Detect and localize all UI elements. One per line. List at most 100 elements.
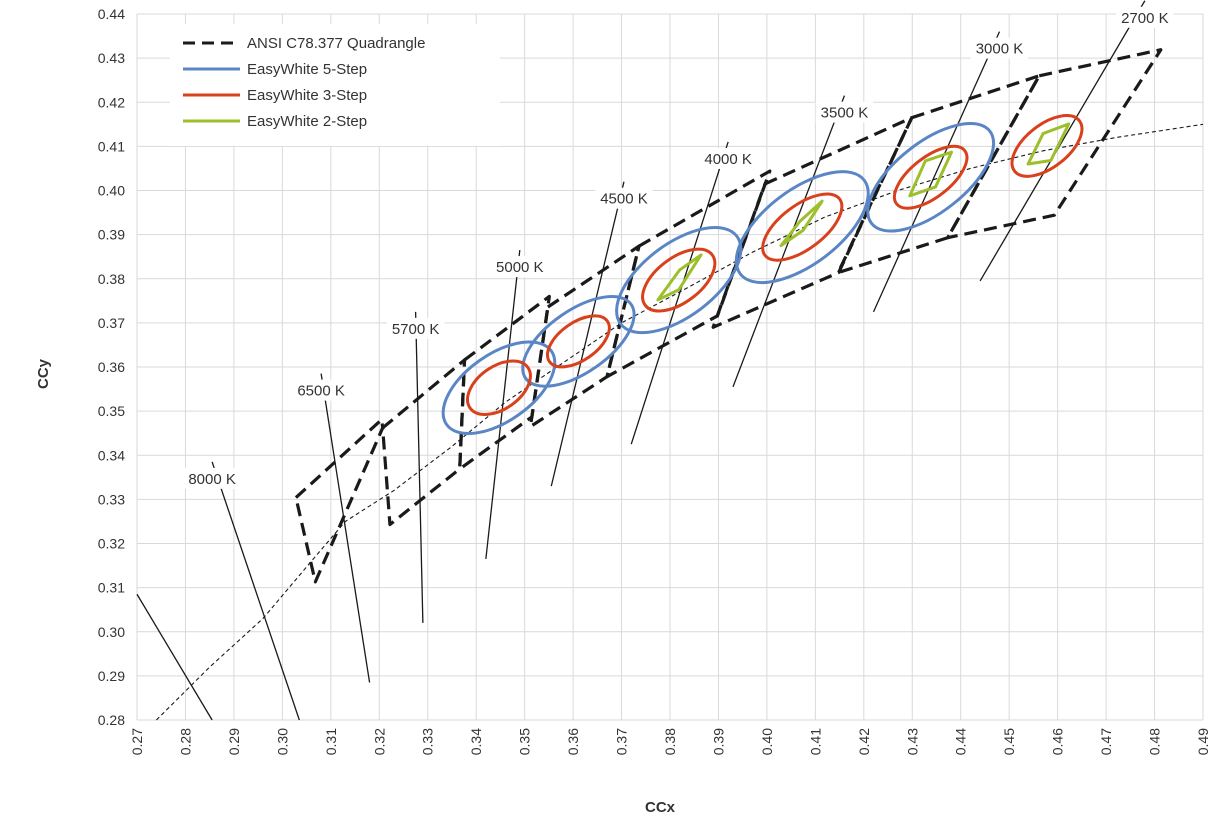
- x-tick-label: 0.33: [420, 728, 436, 755]
- x-tick-label: 0.36: [565, 728, 581, 755]
- x-axis-ticks: 0.27 0.28 0.29 0.30 0.31 0.32 0.33 0.34 0.35 0.36…: [129, 728, 1211, 755]
- isotherm-lines: [136, 0, 1146, 721]
- cct-label-bg: [699, 147, 757, 169]
- x-tick-label: 0.35: [517, 728, 533, 755]
- y-tick-label: 0.29: [98, 668, 125, 684]
- easywhite-3-step-ellipse: [1010, 114, 1084, 178]
- y-tick-label: 0.28: [98, 712, 125, 728]
- easywhite-5-step-ellipses: [441, 122, 996, 436]
- y-tick-label: 0.34: [98, 447, 125, 463]
- legend-label: ANSI C78.377 Quadrangle: [247, 35, 425, 52]
- y-tick-label: 0.33: [98, 491, 125, 507]
- y-tick-label: 0.31: [98, 580, 125, 596]
- y-tick-label: 0.36: [98, 359, 125, 375]
- y-tick-label: 0.38: [98, 271, 125, 287]
- cct-label: 4500 K: [600, 191, 648, 208]
- y-tick-label: 0.42: [98, 94, 125, 110]
- y-tick-label: 0.35: [98, 403, 125, 419]
- x-tick-label: 0.27: [129, 728, 145, 755]
- y-tick-label: 0.43: [98, 50, 125, 66]
- cct-label-bg: [490, 256, 549, 278]
- cct-label: 6500 K: [297, 383, 345, 400]
- y-tick-label: 0.39: [98, 227, 125, 243]
- easywhite-2-step-diamond: [1026, 122, 1071, 166]
- isotherm-line: [136, 593, 213, 721]
- x-tick-label: 0.41: [807, 728, 823, 755]
- x-tick-label: 0.39: [710, 728, 726, 755]
- x-tick-label: 0.31: [323, 728, 339, 755]
- legend-label: EasyWhite 5-Step: [247, 61, 367, 78]
- cct-label-bg: [815, 101, 874, 123]
- x-tick-label: 0.46: [1050, 728, 1066, 755]
- y-tick-label: 0.40: [98, 183, 125, 199]
- x-tick-label: 0.38: [662, 728, 678, 755]
- x-tick-label: 0.43: [904, 728, 920, 755]
- y-tick-label: 0.32: [98, 536, 125, 552]
- planckian-locus-line: [155, 123, 1204, 721]
- x-tick-label: 0.34: [468, 728, 484, 755]
- isotherm-line: [550, 181, 625, 487]
- easywhite-2-step-diamonds: [656, 122, 1071, 302]
- x-tick-label: 0.37: [614, 728, 630, 755]
- x-tick-label: 0.49: [1195, 728, 1211, 755]
- cct-label-bg: [183, 467, 241, 489]
- ansi-quadrangle: [946, 48, 1163, 240]
- x-tick-label: 0.40: [759, 728, 775, 755]
- x-tick-label: 0.30: [274, 728, 290, 755]
- y-tick-label: 0.44: [98, 6, 125, 22]
- y-axis-title: CCy: [35, 358, 52, 389]
- easywhite-3-step-ellipse: [761, 192, 844, 262]
- legend-label: EasyWhite 3-Step: [247, 87, 367, 104]
- isotherm-line: [320, 373, 371, 683]
- x-tick-label: 0.47: [1098, 728, 1114, 755]
- easywhite-2-step-diamond: [656, 253, 703, 302]
- legend-label: EasyWhite 2-Step: [247, 113, 367, 130]
- cct-label-bg: [1116, 6, 1174, 28]
- ansi-quadrangle: [381, 358, 467, 527]
- isotherm-line: [872, 31, 1001, 313]
- cct-label: 4000 K: [704, 151, 752, 168]
- x-tick-label: 0.45: [1001, 728, 1017, 755]
- cct-label: 2700 K: [1121, 10, 1169, 27]
- easywhite-2-step-diamond: [779, 199, 824, 248]
- x-tick-label: 0.32: [371, 728, 387, 755]
- easywhite-2-step-diamond: [908, 150, 954, 198]
- isotherm-line: [211, 461, 300, 721]
- cct-label-bg: [292, 379, 350, 401]
- y-axis-ticks: 0.28 0.29 0.30 0.31 0.32 0.33 0.34 0.35 0.36 0.37…: [98, 6, 125, 728]
- easywhite-5-step-ellipse: [441, 340, 557, 436]
- cct-label: 3000 K: [976, 41, 1024, 58]
- planckian-locus: [155, 123, 1204, 721]
- x-tick-label: 0.48: [1147, 728, 1163, 755]
- cct-label-bg: [970, 37, 1029, 59]
- easywhite-3-step-ellipse: [546, 314, 611, 369]
- easywhite-5-step-ellipse: [521, 295, 636, 388]
- cct-label: 5700 K: [392, 321, 440, 338]
- easywhite-3-step-ellipse: [892, 144, 969, 210]
- cct-label-bg: [386, 317, 445, 339]
- x-tick-label: 0.28: [177, 728, 193, 755]
- x-axis-title: CCx: [645, 799, 676, 816]
- easywhite-5-step-ellipse: [734, 170, 870, 285]
- x-tick-label: 0.29: [226, 728, 242, 755]
- easywhite-3-step-ellipse: [466, 359, 532, 416]
- isotherm-line: [485, 249, 521, 560]
- y-tick-label: 0.41: [98, 138, 125, 154]
- easywhite-5-step-ellipse: [615, 226, 743, 335]
- easywhite-5-step-ellipse: [866, 122, 996, 233]
- isotherm-line: [630, 141, 729, 445]
- x-tick-label: 0.42: [856, 728, 872, 755]
- cct-label: 5000 K: [496, 259, 544, 276]
- x-tick-label: 0.44: [953, 728, 969, 755]
- chart-legend: ANSI C78.377 Quadrangle EasyWhite 5-Step E…: [170, 24, 500, 146]
- easywhite-3-step-ellipse: [641, 247, 717, 313]
- cct-label: 8000 K: [188, 471, 236, 488]
- isotherm-line: [414, 311, 424, 623]
- isotherm-line: [979, 0, 1146, 282]
- y-tick-label: 0.37: [98, 315, 125, 331]
- cct-label: 3500 K: [821, 105, 869, 122]
- y-tick-label: 0.30: [98, 624, 125, 640]
- cct-label-bg: [595, 187, 653, 209]
- cct-labels: 8000 K 6500 K 5700 K 5000 K 4500 K 4000 K 3500…: [183, 6, 1174, 489]
